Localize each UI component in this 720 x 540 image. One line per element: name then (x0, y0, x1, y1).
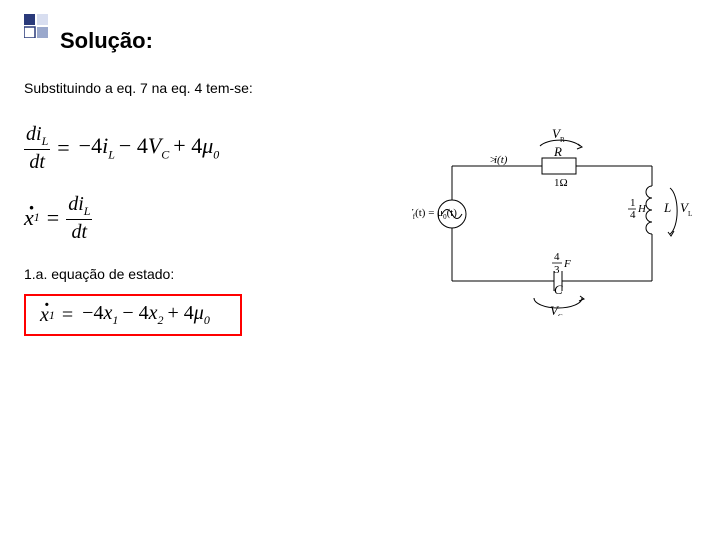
slide-bullet-icon (24, 14, 48, 38)
result-equation: x1 = −4x1 − 4x2 + 4μ0 (40, 302, 212, 328)
equation-2: x1 = diL dt (24, 194, 221, 242)
l-unit: H (637, 203, 647, 215)
equation-1: diL dt = −4iL − 4VC + 4μ0 (24, 124, 221, 172)
l-value-den: 4 (630, 209, 636, 221)
c-value-num: 4 (554, 251, 560, 263)
l-label: L (663, 200, 671, 215)
intro-text: Substituindo a eq. 7 na eq. 4 tem-se: (24, 80, 696, 96)
circuit-diagram: > i(t) VR R 1Ω L VL 1 4 H C VC 4 3 F Vf(… (412, 116, 692, 316)
c-unit: F (563, 258, 571, 270)
vc-label: VC (550, 303, 563, 316)
c-label: C (554, 282, 563, 297)
slide-title: Solução: (60, 28, 696, 54)
result-equation-box: x1 = −4x1 − 4x2 + 4μ0 (24, 294, 242, 336)
vr-label: VR (552, 126, 565, 144)
source-label: Vf(t) = μ0(t) (412, 207, 457, 221)
r-value: 1Ω (554, 177, 568, 189)
l-value-num: 1 (630, 197, 636, 209)
c-value-den: 3 (554, 264, 560, 276)
equations-block: diL dt = −4iL − 4VC + 4μ0 x1 = diL dt (24, 124, 221, 242)
current-label: i(t) (494, 154, 508, 166)
r-label: R (553, 144, 562, 159)
vl-label: VL (680, 200, 692, 218)
